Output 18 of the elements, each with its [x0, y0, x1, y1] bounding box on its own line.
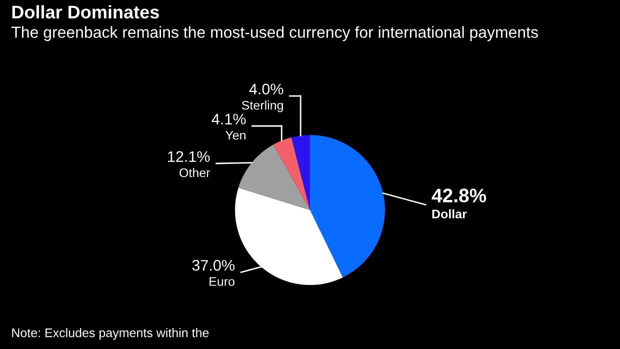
pie-slice: [235, 188, 343, 285]
slice-label: Euro: [210, 277, 234, 286]
pie-slice: [310, 135, 385, 278]
slice-label: Other: [180, 168, 210, 178]
slice-label: Sterling: [242, 100, 283, 112]
data-label: 4.1%: [212, 114, 246, 124]
chart-subtitle: The greenback remains the most-used currency for international payments: [12, 26, 538, 42]
slice-label: Dollar: [432, 209, 467, 218]
data-label: 42.8%: [432, 188, 486, 202]
data-label: 12.1%: [168, 151, 210, 162]
pie-slice: [291, 135, 310, 210]
data-label: 37.0%: [192, 260, 234, 271]
data-label: 4.0%: [249, 84, 284, 94]
slice-label: Yen: [225, 130, 246, 140]
pie-slice: [238, 144, 310, 210]
chart-title: Dollar Dominates: [12, 5, 159, 18]
pie-slice: [273, 137, 310, 210]
text: Note: Excludes payments within the: [12, 328, 209, 340]
